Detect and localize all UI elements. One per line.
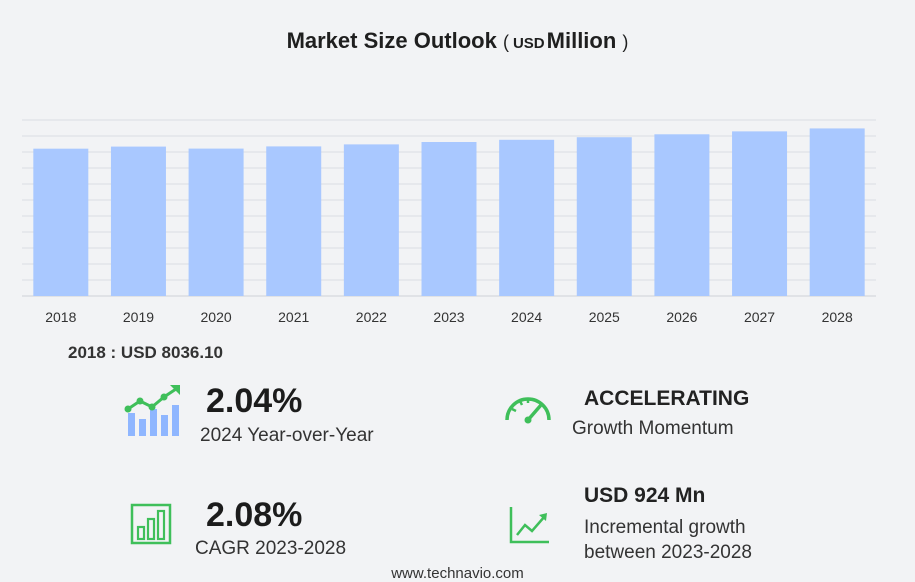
base-year-value: 2018 : USD 8036.10: [68, 343, 223, 362]
growth-chart-icon: [124, 385, 180, 436]
title-unit: USD: [512, 35, 545, 52]
bar-2027: [732, 131, 788, 296]
incremental-label-2: between 2023-2028: [584, 542, 752, 563]
x-tick-label: 2018: [45, 309, 76, 325]
bar-2021: [266, 146, 322, 296]
bar-2020: [188, 148, 244, 296]
speedometer-icon: [505, 397, 551, 424]
momentum-value: ACCELERATING: [584, 387, 750, 410]
bar-2022: [343, 144, 399, 296]
x-tick-label: 2023: [433, 309, 464, 325]
x-tick-label: 2020: [201, 309, 232, 325]
x-tick-label: 2026: [666, 309, 697, 325]
cagr-label: CAGR 2023-2028: [195, 538, 347, 559]
title-scale: Million: [546, 28, 617, 53]
incremental-value: USD 924 Mn: [584, 484, 706, 507]
bar-2019: [110, 146, 166, 296]
bar-2024: [499, 139, 555, 296]
x-tick-label: 2024: [511, 309, 542, 325]
x-tick-label: 2019: [123, 309, 154, 325]
title-open-paren: (: [502, 32, 509, 52]
line-chart-icon: [509, 507, 549, 544]
yoy-label: 2024 Year-over-Year: [200, 425, 374, 446]
momentum-label: Growth Momentum: [572, 418, 734, 439]
x-tick-label: 2025: [589, 309, 620, 325]
bar-chart-icon: [130, 503, 172, 545]
x-tick-label: 2021: [278, 309, 309, 325]
title-close-paren: ): [622, 32, 629, 52]
bar-chart: 2018 2019 2020 2021 2022 2023 2024 2025 2026 2027…: [22, 119, 876, 325]
yoy-value: 2.04%: [206, 382, 303, 420]
source-footer: www.technavio.com: [391, 565, 524, 582]
bar-2026: [654, 134, 710, 296]
incremental-label-1: Incremental growth: [584, 517, 746, 538]
chart-title: Market Size Outlook (USDMillion ): [0, 28, 915, 54]
bar-2018: [33, 148, 89, 296]
bar-2025: [576, 137, 632, 296]
bar-2028: [809, 128, 865, 296]
chart-title-main: Market Size Outlook: [286, 28, 497, 53]
x-tick-label: 2022: [356, 309, 387, 325]
bar-2023: [421, 142, 477, 296]
cagr-value: 2.08%: [206, 496, 303, 534]
x-tick-label: 2027: [744, 309, 775, 325]
x-tick-label: 2028: [822, 309, 853, 325]
